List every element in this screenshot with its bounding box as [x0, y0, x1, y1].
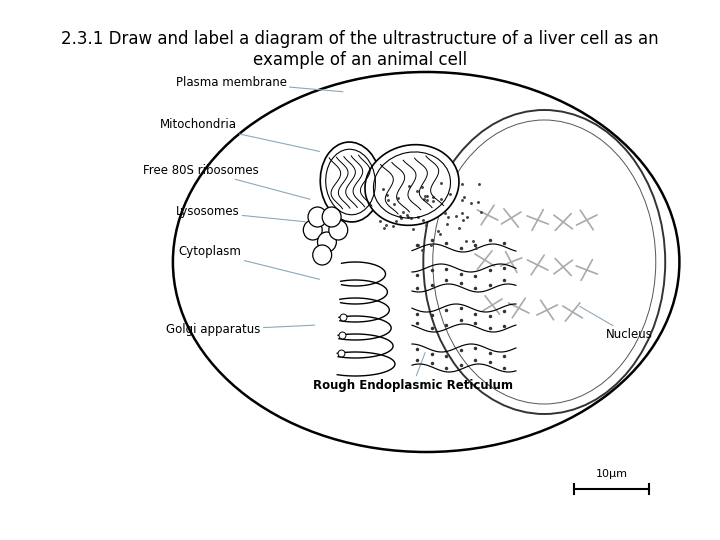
- Circle shape: [303, 220, 323, 240]
- Ellipse shape: [423, 110, 665, 414]
- Circle shape: [329, 220, 348, 240]
- Text: Nucleus: Nucleus: [580, 306, 652, 341]
- Text: Plasma membrane: Plasma membrane: [176, 76, 343, 92]
- Text: Free 80S ribosomes: Free 80S ribosomes: [143, 164, 310, 199]
- Ellipse shape: [173, 72, 680, 452]
- Text: 2.3.1 Draw and label a diagram of the ultrastructure of a liver cell as an
examp: 2.3.1 Draw and label a diagram of the ul…: [61, 30, 659, 69]
- Text: Cytoplasm: Cytoplasm: [179, 246, 320, 279]
- Text: Mitochondria: Mitochondria: [160, 118, 320, 151]
- Circle shape: [318, 232, 336, 252]
- Circle shape: [323, 207, 341, 227]
- Text: Rough Endoplasmic Reticulum: Rough Endoplasmic Reticulum: [312, 353, 513, 392]
- Ellipse shape: [365, 145, 459, 225]
- Text: Golgi apparatus: Golgi apparatus: [166, 323, 315, 336]
- Ellipse shape: [320, 142, 381, 222]
- Circle shape: [312, 245, 332, 265]
- Text: 10μm: 10μm: [595, 469, 628, 478]
- Text: Lysosomes: Lysosomes: [176, 206, 305, 222]
- Circle shape: [308, 207, 327, 227]
